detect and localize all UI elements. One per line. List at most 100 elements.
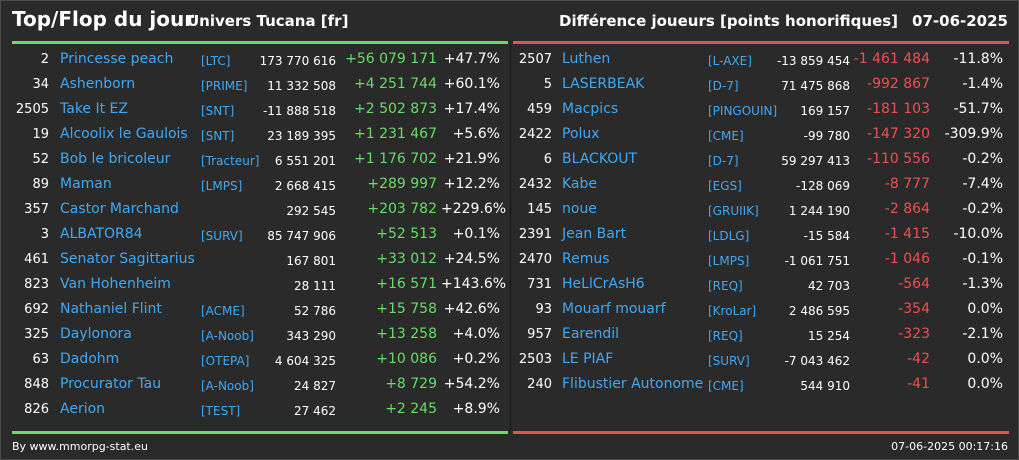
percent-change: +229.6% [441, 201, 507, 217]
player-name-link[interactable]: Kabe [562, 176, 598, 192]
player-name-link[interactable]: Van Hohenheim [60, 276, 171, 292]
player-name-link[interactable]: LE PIAF [562, 351, 614, 367]
player-points: 169 157 [800, 104, 850, 118]
player-name-link[interactable]: Bob le bricoleur [60, 151, 171, 167]
alliance-tag-link[interactable]: [D-7] [708, 154, 739, 168]
alliance-tag-link[interactable]: [LDLG] [708, 229, 750, 243]
points-difference: +10 086 [376, 351, 437, 367]
player-rank: 6 [543, 152, 552, 167]
alliance-tag-link[interactable]: [LTC] [201, 54, 231, 68]
player-name-link[interactable]: ALBATOR84 [60, 226, 143, 242]
percent-change: 0.0% [967, 351, 1003, 367]
alliance-tag-link[interactable]: [PINGOUIN] [708, 104, 778, 118]
player-rank: 957 [527, 327, 552, 342]
player-rank: 145 [527, 202, 552, 217]
player-name-link[interactable]: Flibustier Autonome [562, 376, 704, 392]
metric-label: Différence joueurs [points honorifiques] [559, 12, 899, 30]
player-points: 2 668 415 [274, 179, 336, 193]
player-points: -1 061 751 [784, 254, 850, 268]
player-name-link[interactable]: Castor Marchand [60, 201, 179, 217]
player-points: 544 910 [800, 379, 850, 393]
player-name-link[interactable]: Mouarf mouarf [562, 301, 666, 317]
player-rank: 2422 [518, 127, 552, 142]
player-points: 24 827 [294, 379, 336, 393]
points-difference: -323 [898, 326, 930, 342]
percent-change: -1.4% [962, 76, 1003, 92]
player-rank: 5 [543, 77, 552, 92]
percent-change: -1.3% [962, 276, 1003, 292]
points-difference: +289 997 [367, 176, 437, 192]
alliance-tag-link[interactable]: [L-AXE] [708, 54, 752, 68]
alliance-tag-link[interactable]: [KroLar] [708, 304, 757, 318]
points-difference: -110 556 [867, 151, 930, 167]
player-name-link[interactable]: Remus [562, 251, 610, 267]
alliance-tag-link[interactable]: [Tracteur] [201, 154, 260, 168]
alliance-tag-link[interactable]: [PRIME] [201, 79, 248, 93]
alliance-tag-link[interactable]: [SNT] [201, 129, 235, 143]
player-name-link[interactable]: Procurator Tau [60, 376, 162, 392]
alliance-tag-link[interactable]: [SNT] [201, 104, 235, 118]
player-name-link[interactable]: Nathaniel Flint [60, 301, 162, 317]
player-name-link[interactable]: Maman [60, 176, 112, 192]
alliance-tag-link[interactable]: [CME] [708, 129, 744, 143]
player-name-link[interactable]: LASERBEAK [562, 76, 645, 92]
percent-change: +0.2% [452, 351, 500, 367]
player-name-link[interactable]: Senator Sagittarius [60, 251, 195, 267]
player-name-link[interactable]: BLACKOUT [562, 151, 638, 167]
points-difference: -181 103 [867, 101, 930, 117]
player-name-link[interactable]: Alcoolix le Gaulois [60, 126, 188, 142]
player-points: 42 703 [808, 279, 850, 293]
alliance-tag-link[interactable]: [CME] [708, 379, 744, 393]
player-name-link[interactable]: Ashenborn [60, 76, 136, 92]
player-points: -13 859 454 [776, 54, 850, 68]
player-name-link[interactable]: HeLlCrAsH6 [562, 276, 645, 292]
player-rank: 2505 [15, 102, 49, 117]
player-points: -15 584 [803, 229, 850, 243]
player-points: 23 189 395 [267, 129, 336, 143]
player-rank: 325 [24, 327, 49, 342]
player-name-link[interactable]: Take It EZ [60, 101, 128, 117]
percent-change: -7.4% [962, 176, 1003, 192]
player-name-link[interactable]: Dadohm [60, 351, 120, 367]
alliance-tag-link[interactable]: [D-7] [708, 79, 739, 93]
alliance-tag-link[interactable]: [SURV] [708, 354, 750, 368]
points-difference: -8 777 [884, 176, 930, 192]
flop-list-bottom-rule [513, 431, 1009, 434]
player-name-link[interactable]: Jean Bart [562, 226, 627, 242]
alliance-tag-link[interactable]: [LMPS] [708, 254, 750, 268]
player-name-link[interactable]: noue [562, 201, 597, 217]
player-points: 2 486 595 [788, 304, 850, 318]
percent-change: +12.2% [443, 176, 500, 192]
points-difference: -564 [898, 276, 930, 292]
source-credit[interactable]: By www.mmorpg-stat.eu [12, 440, 148, 453]
percent-change: +143.6% [441, 276, 507, 292]
alliance-tag-link[interactable]: [ACME] [201, 304, 245, 318]
player-name-link[interactable]: Luthen [562, 51, 611, 67]
alliance-tag-link[interactable]: [GRUIIK] [708, 204, 759, 218]
alliance-tag-link[interactable]: [A-Noob] [201, 379, 254, 393]
player-name-link[interactable]: Daylonora [60, 326, 132, 342]
alliance-tag-link[interactable]: [REQ] [708, 279, 743, 293]
alliance-tag-link[interactable]: [SURV] [201, 229, 243, 243]
percent-change: +42.6% [443, 301, 500, 317]
player-points: 4 604 325 [274, 354, 336, 368]
alliance-tag-link[interactable]: [REQ] [708, 329, 743, 343]
player-name-link[interactable]: Princesse peach [60, 51, 174, 67]
player-name-link[interactable]: Polux [562, 126, 600, 142]
player-rank: 240 [527, 377, 552, 392]
player-points: 28 111 [294, 279, 336, 293]
percent-change: -309.9% [944, 126, 1003, 142]
alliance-tag-link[interactable]: [TEST] [201, 404, 241, 418]
alliance-tag-link[interactable]: [EGS] [708, 179, 742, 193]
player-name-link[interactable]: Earendil [562, 326, 620, 342]
player-rank: 34 [32, 77, 49, 92]
player-name-link[interactable]: Macpics [562, 101, 619, 117]
alliance-tag-link[interactable]: [OTEPA] [201, 354, 250, 368]
player-points: -99 780 [803, 129, 850, 143]
player-name-link[interactable]: Aerion [60, 401, 106, 417]
player-rank: 63 [32, 352, 49, 367]
player-points: 343 290 [286, 329, 336, 343]
alliance-tag-link[interactable]: [A-Noob] [201, 329, 254, 343]
player-points: -128 069 [796, 179, 850, 193]
alliance-tag-link[interactable]: [LMPS] [201, 179, 243, 193]
